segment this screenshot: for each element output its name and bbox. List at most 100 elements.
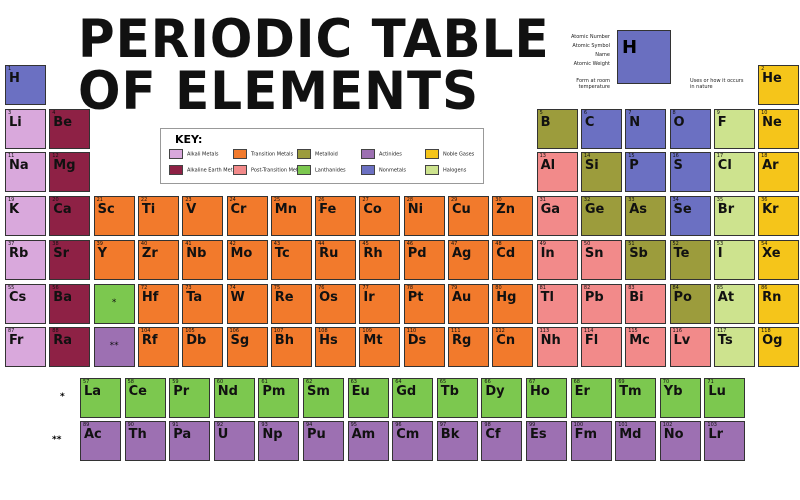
element-cell: 61 Pm — [258, 378, 300, 418]
key-swatch — [297, 149, 311, 159]
element-cell: 102 No — [659, 421, 701, 461]
element-symbol: Ti — [141, 202, 156, 218]
element-symbol: Yb — [663, 384, 683, 399]
atomic-number: 97 — [439, 422, 447, 428]
atomic-number: 59 — [172, 379, 179, 385]
element-cell: 10 Ne — [758, 108, 800, 149]
key-swatch — [169, 165, 183, 175]
element-symbol: Ne — [762, 114, 782, 130]
element-cell: 60 Nd — [213, 378, 255, 418]
element-cell: 31 Ga — [536, 196, 578, 237]
atomic-number: 86 — [761, 284, 768, 291]
atomic-number: 54 — [761, 240, 768, 247]
element-symbol: Ta — [186, 289, 203, 305]
sample-label: Atomic Symbol — [572, 43, 610, 49]
element-symbol: Li — [9, 114, 22, 130]
atomic-number: 44 — [318, 240, 325, 247]
atomic-number: 31 — [539, 197, 546, 204]
element-cell: 42 Mo — [226, 239, 268, 280]
element-symbol: Co — [363, 202, 382, 218]
element-symbol: Xe — [762, 245, 781, 261]
element-symbol: Cd — [496, 245, 516, 261]
element-cell: 89 Ac — [80, 421, 121, 461]
sample-label: Atomic Weight — [573, 61, 610, 67]
element-cell: 79 Au — [448, 283, 489, 324]
atomic-number: 35 — [716, 197, 724, 204]
atomic-number: 108 — [318, 328, 328, 335]
series-marker: ** — [109, 341, 119, 352]
element-cell: 46 Pd — [403, 239, 445, 280]
element-symbol: Pb — [584, 289, 604, 305]
element-symbol: Ge — [584, 202, 605, 218]
atomic-number: 14 — [583, 153, 591, 160]
element-symbol: Cn — [496, 333, 516, 349]
element-symbol: Am — [351, 427, 376, 442]
atomic-number: 85 — [716, 284, 724, 291]
element-cell: 13 Al — [536, 152, 578, 193]
element-cell: 90 Th — [124, 421, 166, 461]
element-symbol: Fr — [9, 333, 24, 349]
atomic-number: 114 — [583, 328, 594, 335]
key-box: KEY: Alkali Metals Alkaline Earth Metals T… — [160, 128, 484, 184]
element-cell: 14 Si — [580, 152, 622, 193]
element-cell: 64 Gd — [392, 378, 434, 418]
key-item: Nonmetals — [361, 165, 406, 175]
atomic-number: 6 — [583, 109, 588, 116]
element-cell: 50 Sn — [580, 239, 622, 280]
atomic-number: 101 — [618, 422, 628, 428]
element-symbol: No — [663, 427, 684, 442]
element-cell: 118 Og — [758, 327, 800, 368]
element-symbol: B — [540, 114, 551, 130]
element-symbol: Nh — [540, 333, 561, 349]
atomic-number: 8 — [672, 109, 676, 116]
atomic-number: 94 — [306, 422, 313, 428]
element-symbol: At — [717, 289, 735, 305]
atomic-number: 79 — [451, 284, 458, 291]
atomic-number: 3 — [8, 109, 12, 116]
element-symbol: Nb — [186, 245, 207, 261]
element-cell: 43 Tc — [270, 239, 312, 280]
element-cell: 45 Rh — [359, 239, 401, 280]
atomic-number: 77 — [362, 284, 369, 291]
element-cell: 40 Zr — [137, 239, 179, 280]
element-symbol: Ni — [407, 202, 424, 218]
element-cell: 75 Re — [270, 283, 312, 324]
element-cell: 81 Tl — [536, 283, 578, 324]
element-symbol: Pr — [173, 384, 190, 399]
atomic-number: 1 — [8, 66, 12, 72]
atomic-number: 107 — [273, 328, 284, 335]
atomic-number: 73 — [185, 284, 192, 291]
element-symbol: Si — [584, 158, 599, 174]
atomic-number: 68 — [573, 379, 580, 385]
atomic-number: 88 — [52, 328, 59, 335]
series-label: * — [60, 392, 65, 402]
element-cell: 101 Md — [615, 421, 657, 461]
element-symbol: Rh — [363, 245, 383, 261]
element-symbol: Fl — [584, 333, 599, 349]
element-cell: 103 Lr — [704, 421, 746, 461]
element-symbol: La — [84, 384, 102, 399]
element-cell: 82 Pb — [580, 283, 622, 324]
sample-label: Name — [595, 52, 610, 58]
element-symbol: Sr — [53, 245, 70, 261]
atomic-number: 95 — [350, 422, 357, 428]
atomic-number: 33 — [628, 197, 635, 204]
atomic-number: 57 — [83, 379, 90, 385]
element-symbol: Ga — [540, 202, 561, 218]
element-symbol: Cf — [485, 427, 501, 442]
atomic-number: 49 — [539, 240, 546, 247]
element-symbol: V — [186, 202, 197, 218]
element-cell: 49 In — [536, 239, 578, 280]
atomic-number: 29 — [451, 197, 458, 204]
atomic-number: 69 — [618, 379, 625, 385]
atomic-number: 41 — [185, 240, 192, 247]
atomic-number: 91 — [172, 422, 179, 428]
key-item: Metalloid — [297, 149, 338, 159]
sample-label: Uses or how it occurs in nature — [690, 78, 744, 90]
element-cell: 41 Nb — [182, 239, 224, 280]
element-cell: 55 Cs — [5, 283, 46, 324]
